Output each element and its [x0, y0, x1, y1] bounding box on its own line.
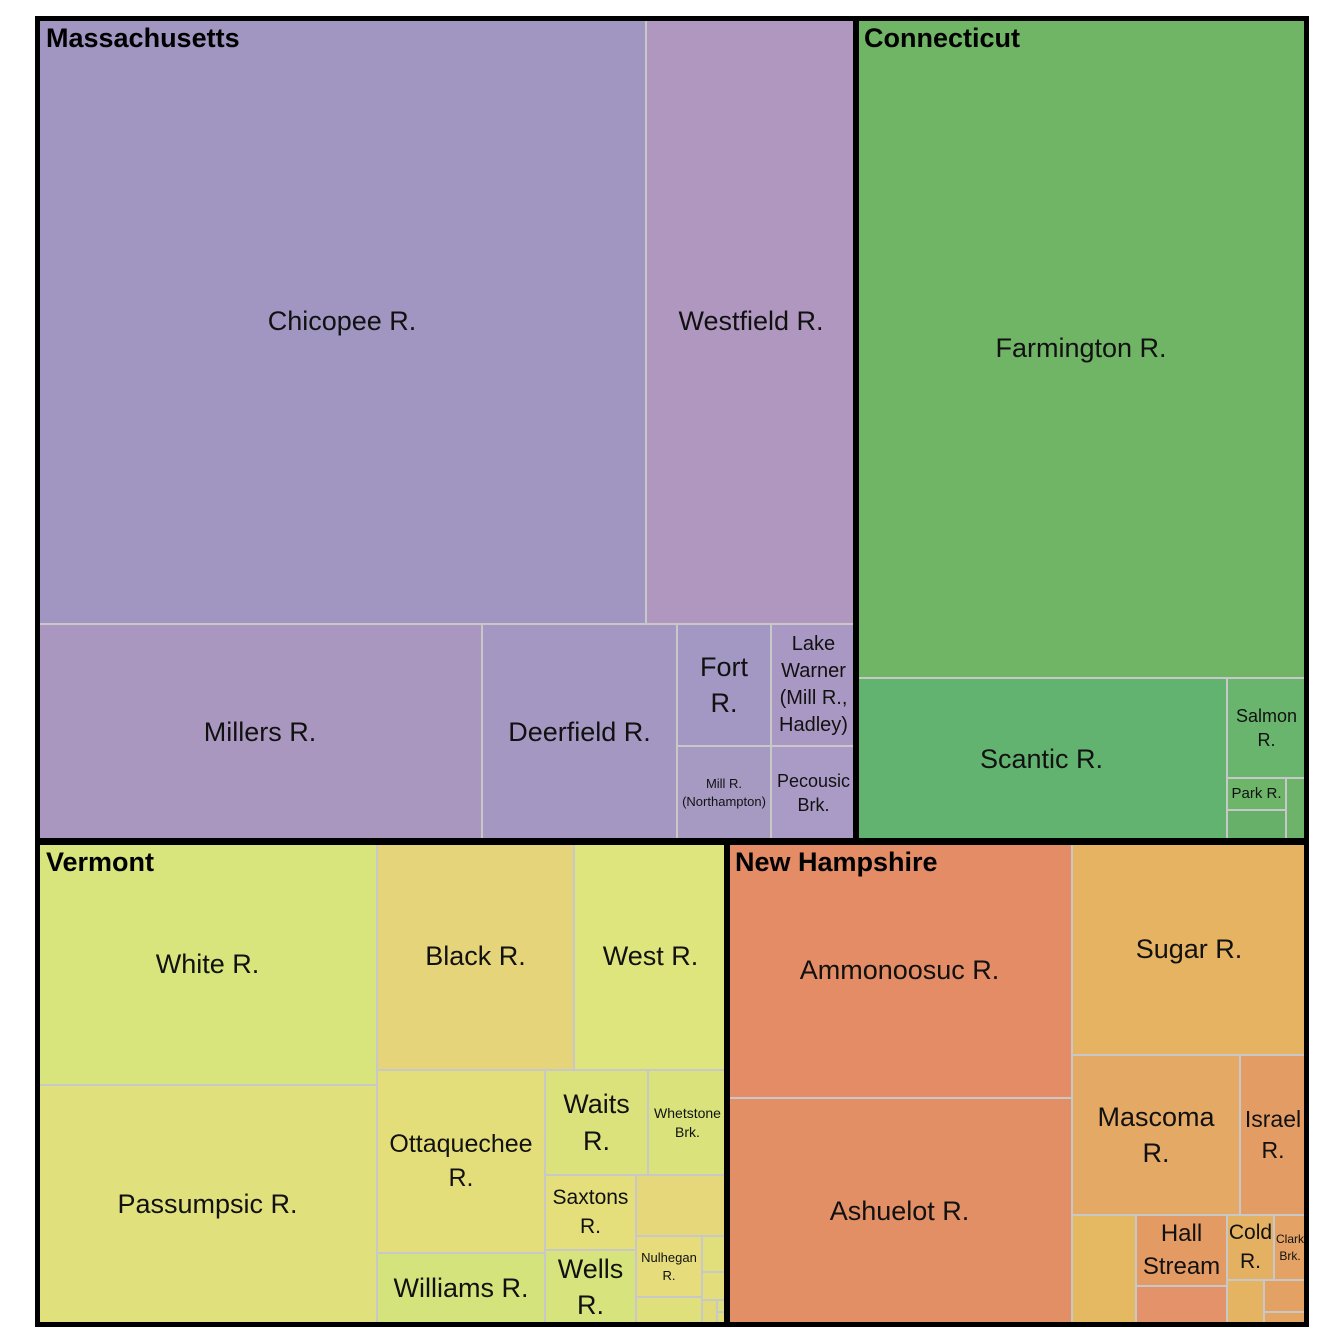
- tile-unlabeled: [1264, 1280, 1306, 1312]
- tile-label: Scantic R.: [979, 743, 1104, 774]
- tile-west-r: West R.: [574, 843, 727, 1070]
- tile-label: Sugar R.: [1135, 933, 1243, 964]
- tile-label: Nulhegan R.: [641, 1249, 697, 1283]
- tile-label: Clark Brk.: [1275, 1232, 1304, 1263]
- tile-sugar-r: Sugar R.: [1072, 843, 1306, 1055]
- tile-cold-r: Cold R.: [1227, 1215, 1274, 1280]
- tile-label: Lake Warner (Mill R., Hadley): [779, 633, 848, 736]
- group-label-new-hampshire: New Hampshire: [735, 847, 938, 877]
- tile-white-r: White R.: [38, 843, 377, 1085]
- tile-unlabeled: [702, 1236, 727, 1272]
- tile-waits-r: Waits R.: [545, 1070, 648, 1175]
- tile-label: Farmington R.: [995, 333, 1167, 364]
- tile-label: Waits R.: [563, 1089, 630, 1156]
- tile-salmon-r: Salmon R.: [1227, 678, 1306, 778]
- tile-label: Deerfield R.: [508, 716, 651, 747]
- tile-israel-r: Israel R.: [1240, 1055, 1306, 1215]
- tile-label: Westfield R.: [678, 306, 824, 337]
- tile-millers-r: Millers R.: [38, 624, 482, 840]
- tile-lake-warner-mill-r-hadley: Lake Warner (Mill R., Hadley): [771, 624, 856, 746]
- tile-unlabeled: [636, 1175, 727, 1236]
- tile-scantic-r: Scantic R.: [856, 678, 1227, 840]
- tile-hall-stream: Hall Stream: [1136, 1215, 1227, 1286]
- tile-label: Mill R. (Northampton): [682, 776, 766, 809]
- tile-black-r: Black R.: [377, 843, 574, 1070]
- tile-label: Chicopee R.: [267, 306, 417, 337]
- tile-whetstone-brk: Whetstone Brk.: [648, 1070, 727, 1175]
- tile-unlabeled: [717, 1300, 727, 1312]
- tile-fort-r: Fort R.: [677, 624, 771, 746]
- tile-ashuelot-r: Ashuelot R.: [727, 1098, 1072, 1324]
- tile-unlabeled: [1227, 810, 1286, 840]
- group-label-vermont: Vermont: [46, 847, 155, 877]
- tile-unlabeled: [1136, 1286, 1227, 1324]
- tile-deerfield-r: Deerfield R.: [482, 624, 677, 840]
- tile-label: Mascoma R.: [1097, 1101, 1215, 1168]
- tile-nulhegan-r: Nulhegan R.: [636, 1236, 702, 1297]
- tile-label: Whetstone Brk.: [654, 1104, 721, 1140]
- tile-ammonoosuc-r: Ammonoosuc R.: [727, 843, 1072, 1098]
- tile-unlabeled: [702, 1300, 717, 1324]
- tile-label: Hall Stream: [1142, 1220, 1221, 1280]
- tile-wells-r: Wells R.: [545, 1250, 636, 1324]
- tile-label: Millers R.: [203, 716, 317, 747]
- tile-farmington-r: Farmington R.: [856, 19, 1306, 678]
- tile-label: White R.: [155, 948, 260, 979]
- group-label-massachusetts: Massachusetts: [46, 23, 240, 53]
- tile-label: Passumpsic R.: [117, 1189, 298, 1220]
- tile-label: Ottaquechee R.: [389, 1129, 533, 1192]
- tile-label: Ashuelot R.: [829, 1195, 970, 1226]
- tile-label: Pecousic Brk.: [776, 770, 851, 815]
- tile-unlabeled: [717, 1312, 727, 1324]
- tile-label: Fort R.: [699, 651, 748, 718]
- tile-saxtons-r: Saxtons R.: [545, 1175, 636, 1250]
- tile-label: Israel R.: [1244, 1105, 1302, 1163]
- tile-label: Park R.: [1231, 784, 1282, 802]
- tile-passumpsic-r: Passumpsic R.: [38, 1085, 377, 1324]
- tile-unlabeled: [1227, 1280, 1264, 1324]
- tile-mascoma-r: Mascoma R.: [1072, 1055, 1240, 1215]
- tile-clark-brk: Clark Brk.: [1274, 1215, 1306, 1280]
- group-label-connecticut: Connecticut: [864, 23, 1021, 53]
- tile-label: Williams R.: [393, 1273, 529, 1304]
- tile-label: Salmon R.: [1235, 705, 1298, 750]
- tile-label: Ammonoosuc R.: [799, 955, 1000, 986]
- tile-unlabeled: [702, 1272, 727, 1300]
- tile-williams-r: Williams R.: [377, 1253, 545, 1324]
- tile-unlabeled: [1286, 778, 1306, 840]
- tile-label: Black R.: [425, 941, 526, 972]
- tile-chicopee-r: Chicopee R.: [38, 19, 646, 624]
- tile-westfield-r: Westfield R.: [646, 19, 856, 624]
- tile-mill-r-northampton: Mill R. (Northampton): [677, 746, 771, 840]
- tile-label: Cold R.: [1228, 1221, 1273, 1273]
- tile-label: Saxtons R.: [552, 1186, 629, 1238]
- tile-unlabeled: [1264, 1312, 1306, 1324]
- tile-park-r: Park R.: [1227, 778, 1286, 810]
- tile-ottaquechee-r: Ottaquechee R.: [377, 1070, 545, 1253]
- tile-pecousic-brk: Pecousic Brk.: [771, 746, 856, 840]
- tile-unlabeled: [636, 1297, 702, 1324]
- tile-label: West R.: [602, 941, 699, 972]
- tile-label: Wells R.: [557, 1253, 624, 1320]
- tile-unlabeled: [1072, 1215, 1136, 1324]
